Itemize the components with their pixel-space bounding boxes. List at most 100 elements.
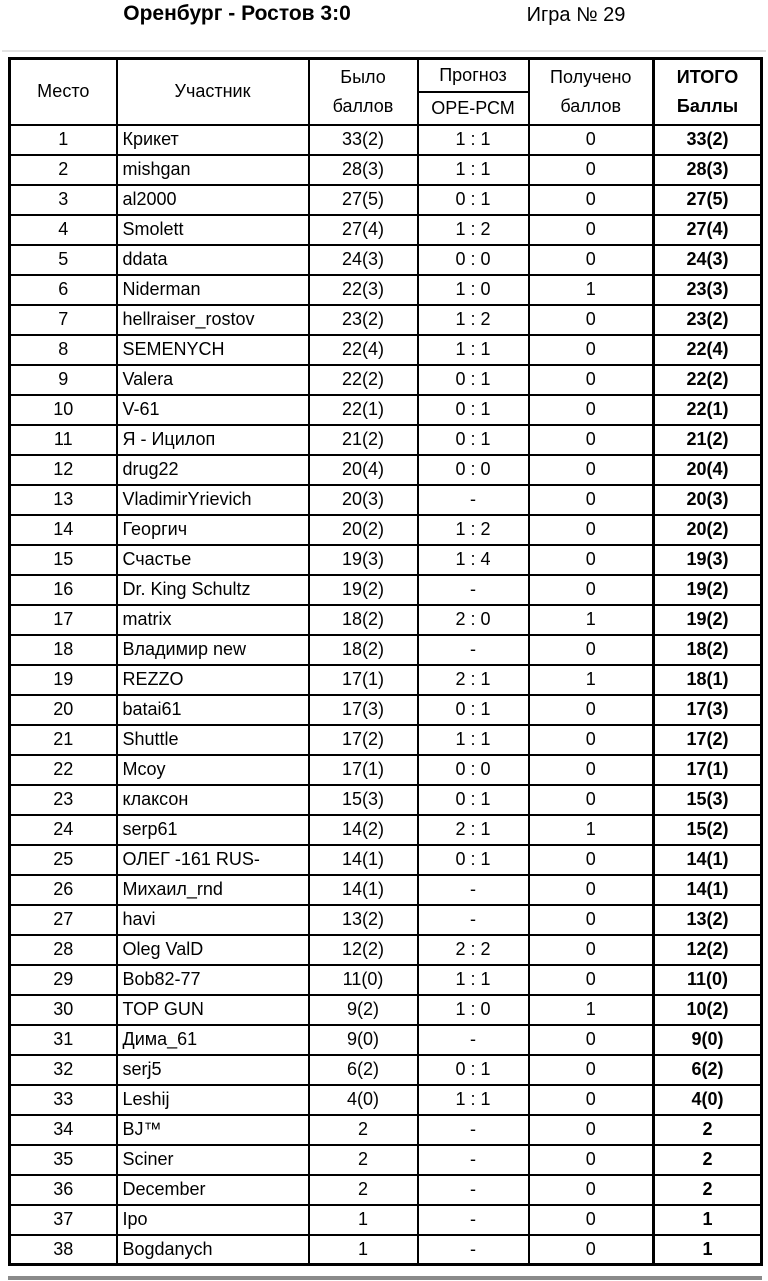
cell-forecast: 2 : 0	[416, 603, 530, 636]
cell-place: 2	[8, 153, 118, 186]
cell-received-points: 0	[527, 723, 655, 756]
cell-participant: December	[115, 1173, 310, 1206]
cell-total-points: 6(2)	[652, 1053, 763, 1086]
cell-place: 13	[8, 483, 118, 516]
cell-received-points: 0	[527, 783, 655, 816]
cell-was-points: 1	[307, 1233, 419, 1266]
cell-forecast: 1 : 1	[416, 333, 530, 366]
cell-participant: Sciner	[115, 1143, 310, 1176]
cell-total-points: 20(4)	[652, 453, 763, 486]
cell-total-points: 27(5)	[652, 183, 763, 216]
cell-received-points: 0	[527, 183, 655, 216]
cell-total-points: 22(4)	[652, 333, 763, 366]
cell-participant: Ipo	[115, 1203, 310, 1236]
cell-place: 35	[8, 1143, 118, 1176]
table-row: 3 al2000 27(5) 0 : 1 0 27(5)	[8, 183, 763, 216]
cell-forecast: 1 : 0	[416, 993, 530, 1026]
cell-total-points: 28(3)	[652, 153, 763, 186]
cell-place: 26	[8, 873, 118, 906]
cell-was-points: 17(1)	[307, 663, 419, 696]
cell-received-points: 0	[527, 1173, 655, 1206]
cell-total-points: 13(2)	[652, 903, 763, 936]
cell-received-points: 0	[527, 1233, 655, 1266]
next-row-partial-border	[8, 1276, 762, 1280]
cell-was-points: 28(3)	[307, 153, 419, 186]
cell-total-points: 20(3)	[652, 483, 763, 516]
cell-place: 34	[8, 1113, 118, 1146]
cell-place: 9	[8, 363, 118, 396]
cell-participant: Георгич	[115, 513, 310, 546]
cell-was-points: 18(2)	[307, 633, 419, 666]
cell-total-points: 33(2)	[652, 123, 763, 156]
cell-was-points: 27(5)	[307, 183, 419, 216]
match-title: Оренбург - Ростов 3:0	[123, 2, 351, 25]
cell-total-points: 21(2)	[652, 423, 763, 456]
cell-place: 11	[8, 423, 118, 456]
cell-received-points: 0	[527, 363, 655, 396]
cell-total-points: 11(0)	[652, 963, 763, 996]
cell-received-points: 0	[527, 633, 655, 666]
col-header-place: Место	[8, 57, 118, 126]
cell-participant: клаксон	[115, 783, 310, 816]
table-row: 23 клаксон 15(3) 0 : 1 0 15(3)	[8, 783, 763, 816]
cell-total-points: 9(0)	[652, 1023, 763, 1056]
cell-forecast: 0 : 1	[416, 783, 530, 816]
cell-forecast: 2 : 1	[416, 813, 530, 846]
cell-was-points: 22(2)	[307, 363, 419, 396]
cell-was-points: 2	[307, 1143, 419, 1176]
cell-received-points: 0	[527, 213, 655, 246]
cell-forecast: -	[416, 1143, 530, 1176]
table-row: 28 Oleg ValD 12(2) 2 : 2 0 12(2)	[8, 933, 763, 966]
cell-received-points: 0	[527, 513, 655, 546]
cell-place: 17	[8, 603, 118, 636]
cell-place: 33	[8, 1083, 118, 1116]
cell-total-points: 2	[652, 1113, 763, 1146]
cell-was-points: 4(0)	[307, 1083, 419, 1116]
cell-forecast: 1 : 1	[416, 963, 530, 996]
table-row: 1 Крикет 33(2) 1 : 1 0 33(2)	[8, 123, 763, 156]
cell-participant: Dr. King Schultz	[115, 573, 310, 606]
cell-was-points: 20(4)	[307, 453, 419, 486]
cell-forecast: -	[416, 903, 530, 936]
cell-received-points: 0	[527, 123, 655, 156]
cell-place: 36	[8, 1173, 118, 1206]
cell-received-points: 0	[527, 153, 655, 186]
table-row: 27 havi 13(2) -0 13(2)	[8, 903, 763, 936]
cell-forecast: 1 : 2	[416, 213, 530, 246]
table-row: 31 Дима_61 9(0) -0 9(0)	[8, 1023, 763, 1056]
cell-place: 7	[8, 303, 118, 336]
cell-place: 28	[8, 933, 118, 966]
cell-participant: havi	[115, 903, 310, 936]
cell-received-points: 0	[527, 243, 655, 276]
cell-was-points: 20(2)	[307, 513, 419, 546]
table-row: 20 batai61 17(3) 0 : 1 0 17(3)	[8, 693, 763, 726]
cell-place: 27	[8, 903, 118, 936]
table-row: 32 serj5 6(2) 0 : 1 0 6(2)	[8, 1053, 763, 1086]
cell-forecast: -	[416, 573, 530, 606]
table-row: 22 Mcoy 17(1) 0 : 0 0 17(1)	[8, 753, 763, 786]
cell-participant: SEMENYCH	[115, 333, 310, 366]
table-row: 25 ОЛЕГ -161 RUS- 14(1) 0 : 1 0 14(1)	[8, 843, 763, 876]
cell-total-points: 18(1)	[652, 663, 763, 696]
cell-was-points: 24(3)	[307, 243, 419, 276]
cell-total-points: 23(3)	[652, 273, 763, 306]
cell-forecast: -	[416, 483, 530, 516]
col-header-total-line2: Баллы	[676, 95, 739, 116]
col-header-was-line1: Было	[340, 66, 386, 87]
cell-total-points: 1	[652, 1233, 763, 1266]
cell-forecast: -	[416, 633, 530, 666]
cell-was-points: 33(2)	[307, 123, 419, 156]
cell-total-points: 20(2)	[652, 513, 763, 546]
cell-place: 20	[8, 693, 118, 726]
table-row: 18 Владимир new 18(2) -0 18(2)	[8, 633, 763, 666]
cell-total-points: 19(2)	[652, 573, 763, 606]
cell-received-points: 0	[527, 933, 655, 966]
cell-total-points: 17(3)	[652, 693, 763, 726]
cell-place: 29	[8, 963, 118, 996]
table-row: 36 December 2-0 2	[8, 1173, 763, 1206]
cell-total-points: 17(2)	[652, 723, 763, 756]
cell-place: 24	[8, 813, 118, 846]
col-header-total: ИТОГО Баллы	[652, 57, 763, 126]
cell-forecast: 1 : 2	[416, 513, 530, 546]
